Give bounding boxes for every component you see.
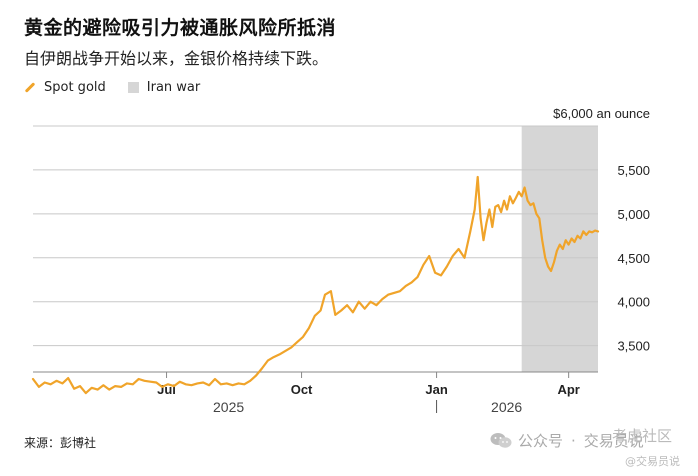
- legend-item-iran-war: Iran war: [127, 80, 201, 95]
- watermark-sub: @交易员说: [625, 455, 680, 468]
- iran-war-shaded-period: [521, 126, 598, 372]
- y-tick-label: 5,000: [617, 207, 650, 222]
- wechat-footer: 公众号 · 交易员说: [490, 430, 644, 451]
- footer-brand: 公众号: [518, 432, 564, 450]
- footer-separator: ·: [571, 431, 576, 450]
- legend-label-iran-war: Iran war: [146, 80, 201, 95]
- y-tick-label: $6,000 an ounce: [553, 106, 650, 121]
- chart-subtitle: 自伊朗战争开始以来，金银价格持续下跌。: [24, 49, 329, 68]
- legend-item-spot-gold: Spot gold: [24, 80, 106, 95]
- source-note: 来源：彭博社: [24, 436, 97, 450]
- x-tick-label: Jan: [425, 382, 447, 397]
- year-label: 2025: [213, 399, 244, 415]
- y-tick-label: 4,500: [617, 251, 650, 266]
- chart-title: 黄金的避险吸引力被通胀风险所抵消: [24, 17, 337, 39]
- year-label: 2026: [491, 399, 522, 415]
- y-tick-label: 4,000: [617, 295, 650, 310]
- x-tick-label: Apr: [557, 382, 579, 397]
- wechat-icon: [490, 433, 512, 448]
- footer-account: 交易员说: [583, 432, 644, 450]
- series-line-spot-gold: [31, 175, 600, 395]
- y-tick-label: 3,500: [617, 339, 650, 354]
- x-tick-label: Oct: [291, 382, 313, 397]
- y-tick-label: 5,500: [617, 163, 650, 178]
- legend-label-spot-gold: Spot gold: [44, 80, 106, 95]
- legend-swatch-iran-war: [127, 82, 139, 93]
- watermark-main: 考虎社区: [612, 427, 673, 445]
- legend: Spot gold Iran war: [24, 80, 222, 95]
